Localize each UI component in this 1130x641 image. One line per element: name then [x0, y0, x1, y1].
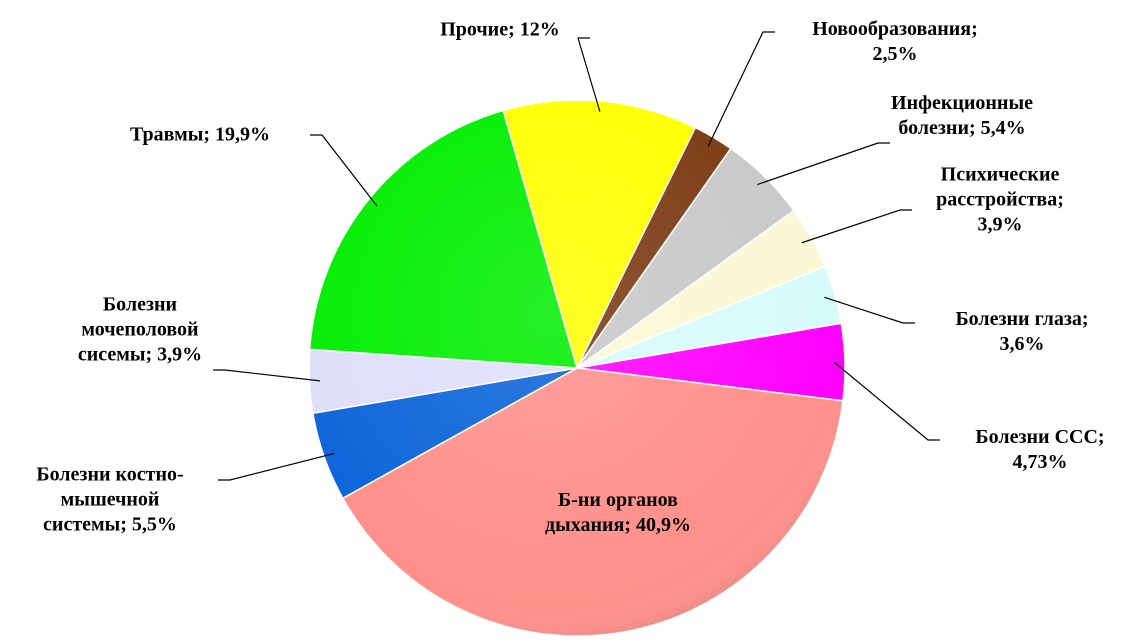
- leader-line: [707, 31, 775, 147]
- leader-line: [833, 361, 940, 441]
- leader-line: [310, 134, 378, 207]
- leader-line: [824, 296, 915, 324]
- slice-label: Б-ни органов дыхания; 40,9%: [545, 489, 691, 536]
- slice-label: Прочие; 12%: [440, 18, 560, 41]
- slice-label: Инфекционные болезни; 5,4%: [891, 92, 1033, 139]
- slice-label: Болезни костно-мышечной системы; 5,5%: [36, 463, 184, 536]
- leader-line: [218, 452, 335, 481]
- leader-line: [801, 209, 912, 244]
- slice-label: Психические расстройства; 3,9%: [936, 163, 1064, 236]
- slice-label: Новообразования; 2,5%: [812, 18, 978, 65]
- slice-label: Болезни ССС; 4,73%: [975, 426, 1105, 473]
- slice-label: Болезни мочеполовой сисемы; 3,9%: [77, 293, 203, 366]
- leader-line: [757, 142, 890, 186]
- leader-line: [577, 37, 601, 112]
- leader-line: [213, 369, 321, 382]
- slice-label: Травмы; 19,9%: [129, 123, 271, 146]
- slice-label: Болезни глаза; 3,6%: [955, 308, 1089, 355]
